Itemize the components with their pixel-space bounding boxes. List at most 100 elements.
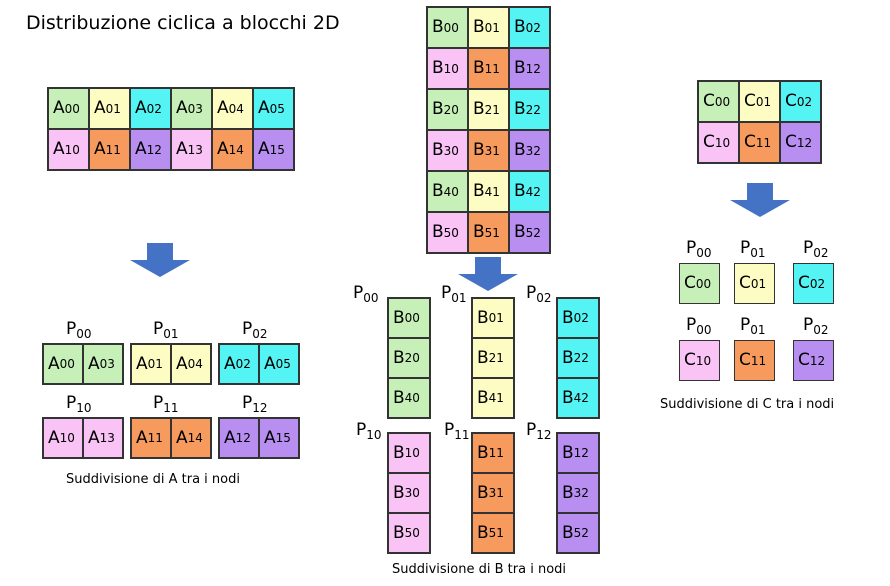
matrix-b-block-30: B 30 <box>427 130 468 171</box>
node-b-block-01: B 01 <box>472 298 514 338</box>
matrix-a-block-14: A 14 <box>212 129 253 170</box>
matrix-b-block-21: B 21 <box>468 89 509 130</box>
node-label-p12: P12 <box>526 420 552 442</box>
node-a-p01: A 01 A 04 <box>130 343 212 385</box>
node-b-block-40: B 40 <box>388 378 430 418</box>
node-c-p00: C 00 <box>679 263 720 304</box>
matrix-b-block-22: B 22 <box>509 89 550 130</box>
node-label-p11: P11 <box>444 420 470 442</box>
node-c-block-11: C 11 <box>734 340 775 381</box>
node-b-block-41: B 41 <box>472 378 514 418</box>
node-a-block-05: A 05 <box>259 344 299 384</box>
node-a-block-01: A 01 <box>131 344 171 384</box>
node-b-block-31: B 31 <box>472 473 514 513</box>
down-arrow-icon <box>130 243 190 277</box>
node-c-p02: C 12 <box>793 340 834 381</box>
matrix-a-block-13: A 13 <box>171 129 212 170</box>
node-a-block-03: A 03 <box>83 344 123 384</box>
matrix-b-block-40: B 40 <box>427 171 468 212</box>
node-label-p02: P02 <box>803 315 829 337</box>
node-label-p12: P12 <box>242 393 268 415</box>
matrix-b-block-01: B 01 <box>468 7 509 48</box>
matrix-a-block-01: A 01 <box>89 88 130 129</box>
down-arrow-icon <box>730 183 790 217</box>
matrix-c-block-02: C 02 <box>780 81 821 122</box>
matrix-c-block-01: C 01 <box>739 81 780 122</box>
matrix-b-block-10: B 10 <box>427 48 468 89</box>
node-c-p01: C 01 <box>734 263 775 304</box>
node-b-p02: B 02 B 22 B 42 <box>556 297 600 419</box>
matrix-c-block-12: C 12 <box>780 122 821 163</box>
matrix-a-block-03: A 03 <box>171 88 212 129</box>
matrix-b-block-31: B 31 <box>468 130 509 171</box>
matrix-a-block-05: A 05 <box>253 88 294 129</box>
matrix-b-block-32: B 32 <box>509 130 550 171</box>
matrix-b-block-12: B 12 <box>509 48 550 89</box>
node-label-p01: P01 <box>740 238 766 260</box>
node-a-p10: A 10 A 13 <box>42 417 124 459</box>
matrix-b-block-00: B 00 <box>427 7 468 48</box>
node-a-block-11: A 11 <box>131 418 171 458</box>
matrix-c-block-10: C 10 <box>698 122 739 163</box>
node-c-block-12: C 12 <box>793 340 834 381</box>
node-c-block-01: C 01 <box>734 263 775 304</box>
node-b-block-32: B 32 <box>557 473 599 513</box>
node-label-p02: P02 <box>803 238 829 260</box>
node-c-block-02: C 02 <box>793 263 834 304</box>
matrix-b-block-42: B 42 <box>509 171 550 212</box>
node-a-block-12: A 12 <box>219 418 259 458</box>
node-b-block-10: B 10 <box>388 433 430 473</box>
node-b-block-50: B 50 <box>388 513 430 553</box>
node-label-p00: P00 <box>686 315 712 337</box>
node-c-p02: C 02 <box>793 263 834 304</box>
node-a-block-00: A 00 <box>43 344 83 384</box>
node-b-block-52: B 52 <box>557 513 599 553</box>
node-b-block-22: B 22 <box>557 338 599 378</box>
node-a-block-10: A 10 <box>43 418 83 458</box>
node-label-p10: P10 <box>356 420 382 442</box>
caption-c: Suddivisione di C tra i nodi <box>660 397 835 412</box>
node-label-p00: P00 <box>353 283 379 305</box>
node-a-block-02: A 02 <box>219 344 259 384</box>
matrix-a-block-11: A 11 <box>89 129 130 170</box>
node-b-block-00: B 00 <box>388 298 430 338</box>
matrix-b-block-02: B 02 <box>509 7 550 48</box>
matrix-b-block-50: B 50 <box>427 212 468 253</box>
node-a-p12: A 12 A 15 <box>218 417 300 459</box>
node-b-block-42: B 42 <box>557 378 599 418</box>
node-label-p11: P11 <box>153 393 179 415</box>
matrix-b-block-52: B 52 <box>509 212 550 253</box>
node-label-p00: P00 <box>686 238 712 260</box>
matrix-c-block-00: C 00 <box>698 81 739 122</box>
node-a-p11: A 11 A 14 <box>130 417 212 459</box>
matrix-b-block-20: B 20 <box>427 89 468 130</box>
node-label-p02: P02 <box>242 319 268 341</box>
matrix-c: C 00 C 01 C 02 C 10 C 11 C 12 <box>697 80 822 164</box>
node-b-block-02: B 02 <box>557 298 599 338</box>
matrix-a-block-10: A 10 <box>48 129 89 170</box>
matrix-b: B 00 B 01 B 02 B 10 B 11 B 12 B 20 B 21 B 22 B 30 B 31 B 32 B 40 B… <box>426 6 551 254</box>
node-c-block-10: C 10 <box>679 340 720 381</box>
node-c-p00: C 10 <box>679 340 720 381</box>
matrix-a-block-04: A 04 <box>212 88 253 129</box>
node-a-block-13: A 13 <box>83 418 123 458</box>
matrix-a: A 00 A 01 A 02 A 03 A 04 A 05 A 10 A 11 A 12 A 13 A 14 A 15 <box>47 87 295 171</box>
node-label-p01: P01 <box>153 319 179 341</box>
matrix-a-block-02: A 02 <box>130 88 171 129</box>
node-b-p12: B 12 B 32 B 52 <box>556 432 600 554</box>
caption-a: Suddivisione di A tra i nodi <box>66 472 240 487</box>
diagram-title: Distribuzione ciclica a blocchi 2D <box>26 12 340 34</box>
node-label-p01: P01 <box>441 283 467 305</box>
node-label-p00: P00 <box>66 319 92 341</box>
node-b-block-51: B 51 <box>472 513 514 553</box>
down-arrow-icon <box>458 257 518 291</box>
node-c-p01: C 11 <box>734 340 775 381</box>
node-b-p01: B 01 B 21 B 41 <box>471 297 515 419</box>
matrix-b-block-51: B 51 <box>468 212 509 253</box>
node-label-p02: P02 <box>526 283 552 305</box>
matrix-c-block-11: C 11 <box>739 122 780 163</box>
node-label-p01: P01 <box>740 315 766 337</box>
node-b-block-12: B 12 <box>557 433 599 473</box>
node-b-block-21: B 21 <box>472 338 514 378</box>
node-a-block-04: A 04 <box>171 344 211 384</box>
